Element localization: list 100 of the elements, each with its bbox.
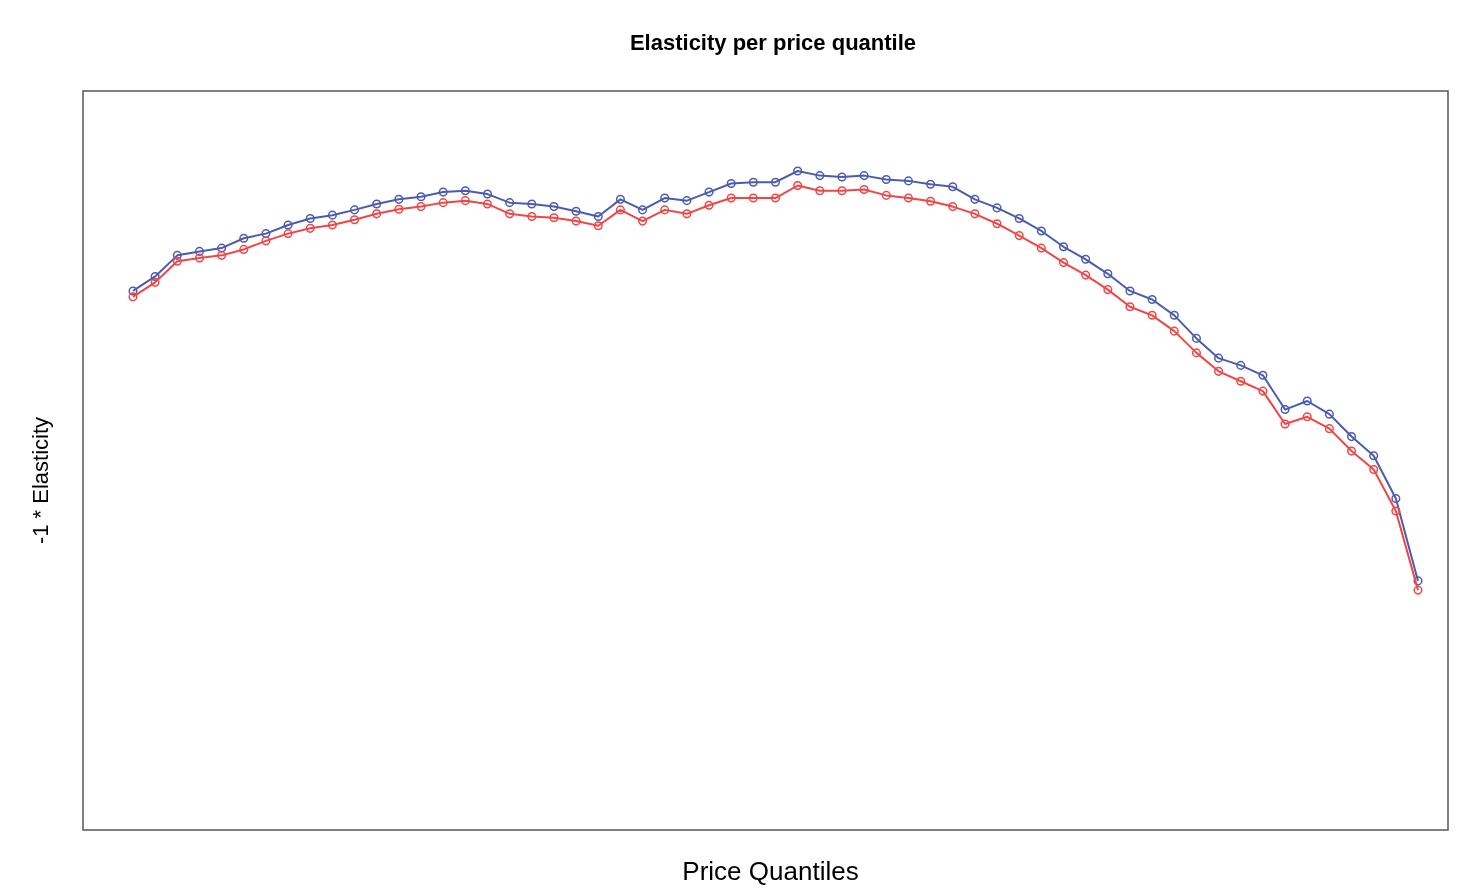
point — [881, 190, 891, 200]
point — [261, 236, 271, 246]
point — [416, 202, 426, 212]
point — [793, 180, 803, 191]
point — [1324, 424, 1334, 434]
point — [527, 199, 537, 209]
point — [1413, 576, 1423, 586]
point — [770, 193, 781, 203]
point — [1391, 506, 1401, 516]
point — [926, 196, 936, 206]
point — [261, 229, 271, 239]
point — [638, 205, 648, 215]
point — [660, 205, 670, 215]
point — [1280, 405, 1290, 415]
point — [571, 206, 581, 216]
point — [194, 246, 205, 256]
point — [660, 193, 670, 203]
chart-title: Elasticity per price quantile — [629, 30, 917, 55]
point — [726, 178, 736, 189]
point — [482, 189, 493, 199]
point — [903, 193, 913, 203]
point — [1125, 302, 1135, 312]
point — [1302, 396, 1312, 406]
point — [172, 250, 182, 260]
point — [948, 182, 958, 192]
point — [837, 186, 847, 196]
point — [1413, 585, 1423, 595]
point — [1214, 366, 1224, 376]
point — [815, 171, 825, 181]
point — [394, 194, 404, 204]
point — [1081, 254, 1091, 264]
point — [239, 244, 249, 254]
point — [815, 186, 825, 196]
point — [1214, 353, 1224, 363]
point — [1058, 242, 1069, 252]
point — [1236, 360, 1246, 370]
point — [1369, 451, 1379, 461]
point — [615, 194, 625, 204]
point — [1324, 409, 1334, 419]
point — [217, 243, 227, 253]
point — [1036, 243, 1046, 253]
point — [150, 277, 160, 287]
x-axis-title: Price Quantiles — [682, 856, 859, 886]
point — [1014, 231, 1024, 241]
point — [505, 209, 515, 219]
point — [1191, 348, 1201, 358]
point — [1391, 493, 1401, 504]
point — [172, 256, 182, 266]
point — [305, 223, 315, 233]
point — [416, 192, 426, 202]
point — [859, 184, 869, 194]
point — [527, 211, 537, 222]
point — [682, 209, 692, 219]
point — [1169, 310, 1179, 320]
point — [1236, 376, 1246, 386]
point — [305, 213, 315, 223]
point — [859, 171, 869, 181]
point — [1280, 419, 1290, 429]
point — [1191, 333, 1201, 343]
point — [217, 250, 227, 260]
point — [1346, 446, 1357, 456]
point — [571, 216, 581, 226]
point — [881, 175, 891, 185]
point — [615, 205, 625, 215]
point — [903, 176, 913, 186]
point — [372, 199, 382, 209]
point — [1081, 270, 1091, 280]
point — [1302, 412, 1312, 422]
point — [593, 221, 603, 231]
point — [926, 179, 936, 189]
point — [194, 253, 205, 263]
point — [438, 187, 448, 197]
point — [505, 198, 515, 208]
point — [704, 187, 714, 197]
point — [593, 211, 603, 222]
point — [394, 204, 404, 214]
point — [1125, 286, 1135, 296]
point — [283, 229, 293, 239]
point — [327, 210, 337, 220]
point — [1169, 326, 1179, 336]
point — [1147, 294, 1157, 305]
point — [770, 177, 781, 187]
point — [1258, 386, 1268, 396]
point — [948, 202, 958, 212]
point — [1103, 285, 1113, 295]
point — [704, 200, 714, 210]
point — [793, 166, 803, 176]
point — [1369, 464, 1379, 475]
point — [1147, 310, 1157, 320]
point — [460, 186, 470, 196]
point — [992, 203, 1002, 213]
point — [837, 172, 847, 182]
point — [482, 199, 493, 209]
point — [748, 193, 758, 203]
point — [239, 233, 249, 243]
point — [460, 196, 470, 206]
point — [1103, 269, 1113, 279]
point — [1014, 213, 1024, 223]
point — [726, 193, 736, 203]
y-axis-title: -1 * Elasticity — [28, 416, 53, 545]
